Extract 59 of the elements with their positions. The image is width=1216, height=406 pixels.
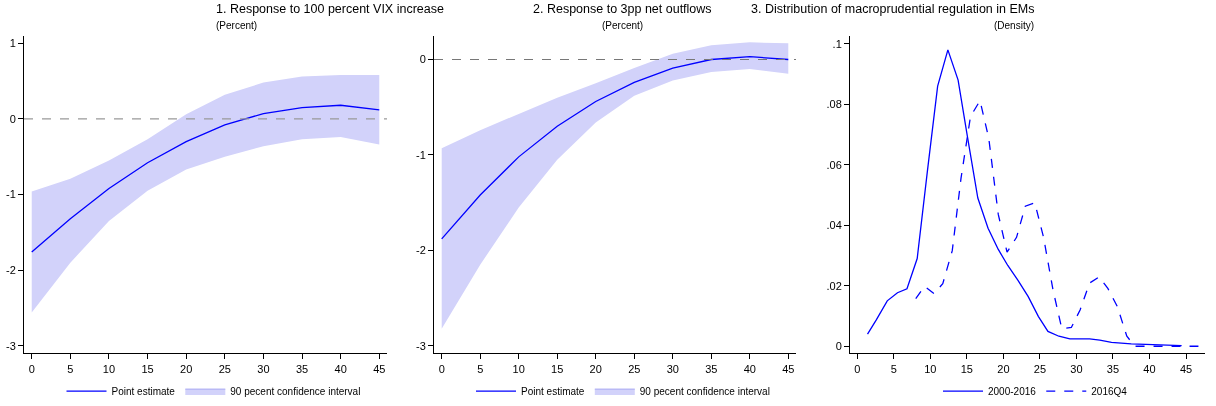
- chart-subtitle: (Density): [994, 20, 1035, 31]
- y-tick-label: 1: [9, 37, 16, 50]
- chart-subtitle: (Percent): [602, 20, 644, 31]
- x-tick-label: 40: [1143, 362, 1156, 375]
- y-tick-label: 0: [9, 112, 16, 125]
- x-tick-label: 0: [438, 362, 445, 375]
- y-tick-label: 0: [835, 340, 842, 353]
- x-tick-label: 30: [1070, 362, 1083, 375]
- y-tick-label: -3: [416, 339, 426, 352]
- y-tick-label: -1: [416, 148, 426, 161]
- legend-label: 90 pecent confidence interval: [230, 386, 361, 398]
- legend-label: 2016Q4: [1091, 386, 1128, 398]
- y-tick-label: .02: [826, 279, 842, 292]
- y-tick-label: -1: [6, 188, 16, 201]
- x-tick-label: 15: [960, 362, 973, 375]
- x-tick-label: 10: [102, 362, 116, 375]
- y-tick-label: .04: [826, 219, 842, 232]
- x-tick-label: 5: [67, 362, 74, 375]
- x-tick-label: 40: [334, 362, 347, 375]
- y-tick-label: 0: [419, 53, 426, 66]
- x-tick-label: 40: [743, 362, 756, 375]
- x-tick-label: 30: [257, 362, 270, 375]
- x-tick-label: 5: [890, 362, 897, 375]
- x-tick-label: 0: [854, 362, 861, 375]
- y-tick-label: -2: [6, 264, 16, 277]
- x-tick-label: 20: [180, 362, 193, 375]
- y-tick-label: .06: [826, 158, 842, 171]
- x-tick-label: 25: [1033, 362, 1047, 375]
- x-tick-label: 30: [666, 362, 679, 375]
- x-tick-label: 5: [477, 362, 484, 375]
- legend-label: 90 pecent confidence interval: [639, 386, 770, 398]
- y-tick-label: .1: [832, 37, 842, 50]
- x-tick-label: 10: [924, 362, 937, 375]
- x-tick-label: 25: [218, 362, 231, 375]
- y-tick-label: .08: [826, 98, 842, 111]
- legend-label: Point estimate: [521, 386, 585, 398]
- x-tick-label: 10: [512, 362, 525, 375]
- x-tick-label: 20: [997, 362, 1010, 375]
- chart-title: 1. Response to 100 percent VIX increase: [216, 2, 444, 16]
- x-tick-label: 35: [295, 362, 309, 375]
- legend-label: 2000-2016: [988, 386, 1037, 398]
- chart-title: 2. Response to 3pp net outflows: [533, 2, 712, 16]
- line-series: [441, 56, 789, 240]
- y-tick-label: -3: [6, 339, 16, 352]
- x-tick-label: 35: [1106, 362, 1120, 375]
- y-tick-label: -2: [416, 244, 426, 257]
- chart-title: 3. Distribution of macroprudential regulation in EMs: [751, 2, 1035, 16]
- chart-subtitle: (Percent): [216, 20, 258, 31]
- x-tick-label: 45: [1179, 362, 1193, 375]
- x-tick-label: 25: [628, 362, 641, 375]
- x-tick-label: 35: [705, 362, 718, 375]
- x-tick-label: 15: [551, 362, 564, 375]
- x-tick-label: 45: [782, 362, 795, 375]
- line-series: [31, 104, 380, 253]
- x-tick-label: 15: [141, 362, 154, 375]
- x-tick-label: 20: [589, 362, 602, 375]
- x-tick-label: 0: [28, 362, 35, 375]
- legend-label: Point estimate: [111, 386, 176, 398]
- x-tick-label: 45: [373, 362, 386, 375]
